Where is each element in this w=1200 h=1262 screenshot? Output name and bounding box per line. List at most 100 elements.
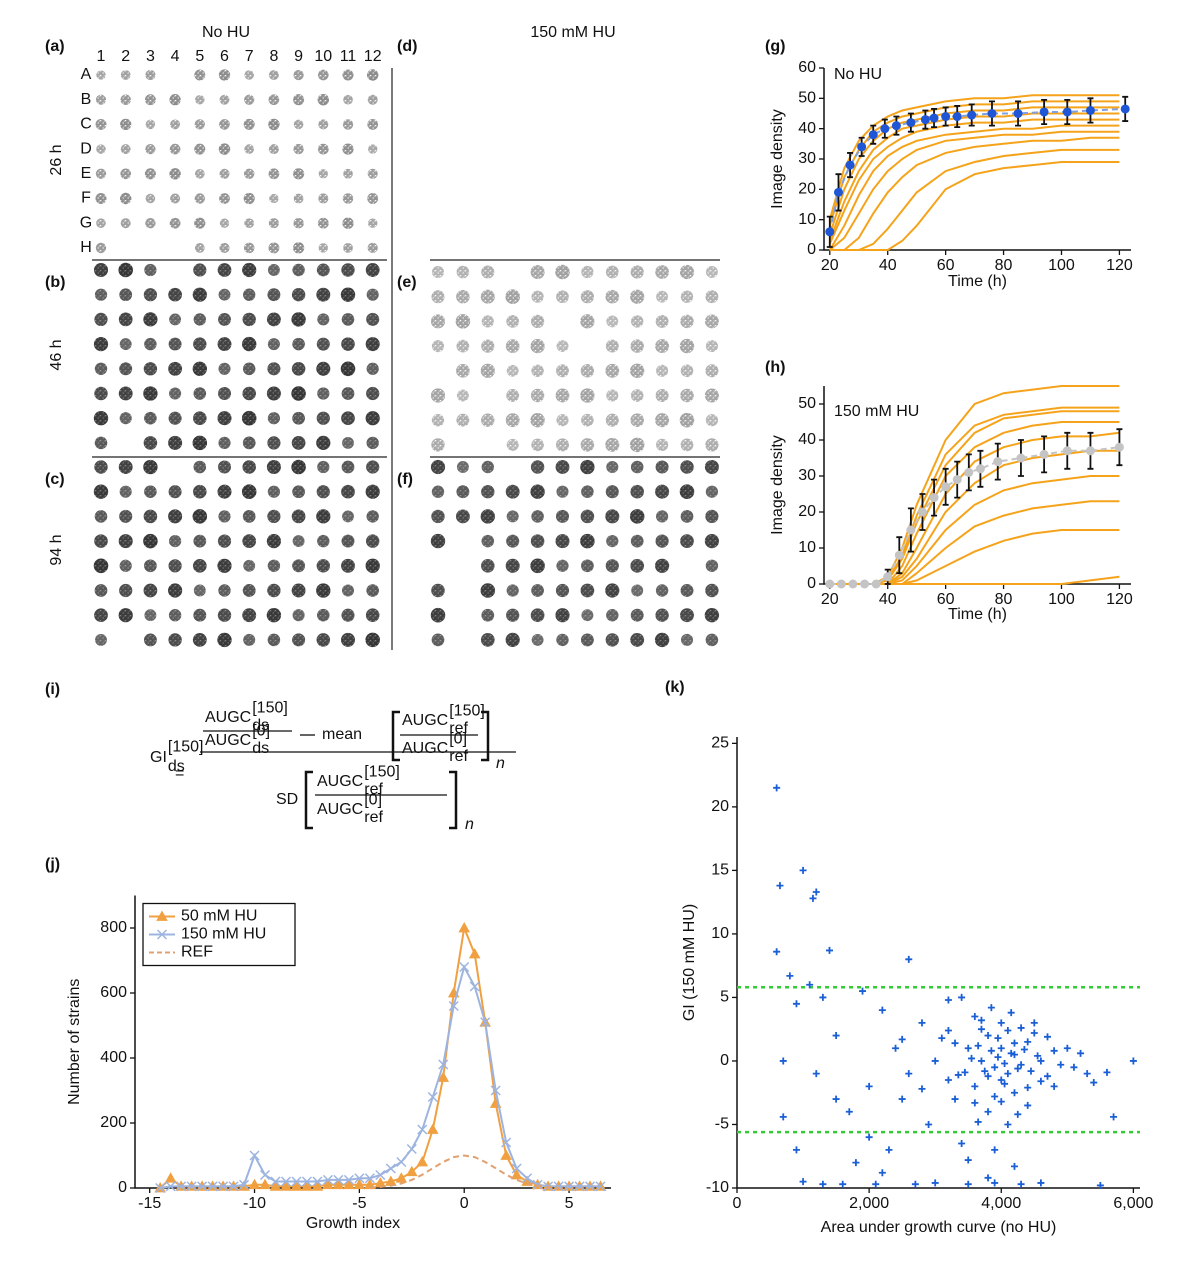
colony-texture [605, 413, 619, 427]
data-point [186, 1181, 197, 1192]
colony-texture [430, 533, 446, 549]
colony-texture [292, 337, 305, 351]
time-label: 46 h [48, 339, 65, 370]
x-tick-label: 0 [460, 1195, 469, 1212]
data-point [510, 1168, 523, 1180]
colony-texture [367, 168, 378, 179]
data-point [1083, 1070, 1091, 1078]
colony-texture [342, 510, 354, 523]
colony-texture [365, 608, 380, 622]
data-point [1016, 453, 1026, 463]
colony-texture [119, 362, 133, 376]
y-tick-label: 30 [798, 150, 816, 167]
colony-texture [680, 460, 694, 474]
colony-texture [291, 362, 306, 376]
colony-texture [194, 143, 206, 155]
data-point [839, 1180, 847, 1188]
colony-texture [680, 438, 694, 452]
condition-label: No HU [202, 24, 250, 41]
data-point [1030, 1019, 1038, 1027]
colony-texture [143, 362, 158, 376]
colony-texture [530, 484, 545, 499]
colony-texture [343, 168, 353, 179]
colony-texture [480, 633, 495, 647]
colony-texture [268, 94, 280, 106]
colony-texture [120, 144, 131, 155]
data-point [872, 1180, 880, 1188]
colony-texture [629, 437, 645, 453]
colony-texture [317, 313, 330, 326]
colony-texture [218, 436, 231, 450]
colony-texture [680, 584, 694, 597]
colony-texture [219, 168, 230, 179]
x-tick-label: 4,000 [981, 1195, 1021, 1212]
column-label: 12 [364, 48, 382, 65]
formula-subscript: n [496, 755, 505, 772]
column-label: 7 [245, 48, 254, 65]
data-point [269, 1180, 282, 1191]
data-point [779, 1057, 787, 1065]
data-point [898, 1035, 906, 1043]
colony-texture [267, 633, 281, 647]
data-point [469, 981, 480, 992]
colony-texture [655, 484, 670, 499]
data-point [880, 124, 890, 134]
x-axis-label: Time (h) [948, 273, 1007, 290]
data-point [1050, 1082, 1058, 1090]
colony-texture [530, 264, 545, 280]
colony-texture [93, 484, 109, 499]
colony-texture [606, 460, 619, 474]
data-point [270, 1176, 281, 1187]
data-point [984, 1072, 992, 1080]
colony-texture [366, 534, 380, 548]
colony-texture [318, 119, 329, 130]
y-tick-label: 200 [100, 1114, 127, 1131]
colony-texture [217, 460, 232, 474]
data-point [248, 1178, 261, 1190]
colony-texture [431, 438, 445, 452]
formula-superscript: [0] [449, 731, 467, 748]
colony-texture [292, 609, 305, 622]
data-point [438, 1059, 449, 1070]
colony-texture [481, 315, 494, 328]
data-point [417, 1124, 428, 1135]
x-tick-label: -10 [243, 1195, 266, 1212]
row-label: D [80, 140, 92, 157]
colony-texture [217, 558, 232, 573]
colony-texture [555, 509, 570, 523]
colony-texture [481, 608, 495, 622]
colony-texture [244, 70, 254, 80]
colony-texture [192, 435, 208, 451]
chart-annotation: 150 mM HU [834, 403, 919, 420]
colony-texture [531, 290, 544, 303]
colony-texture [606, 389, 619, 402]
colony-texture [480, 509, 495, 524]
colony-texture [430, 314, 446, 329]
series-line [829, 529, 1120, 585]
colony-texture [317, 143, 329, 155]
data-point [825, 227, 835, 237]
colony-texture [93, 262, 109, 278]
colony-texture [219, 94, 230, 105]
data-point [1039, 449, 1049, 459]
data-point [892, 1044, 900, 1052]
colony-texture [292, 559, 306, 573]
data-point [898, 1095, 906, 1103]
colony-texture [580, 533, 595, 549]
panel-label: (g) [765, 38, 785, 55]
formula-text: AUGC [402, 712, 448, 729]
column-label: 8 [269, 48, 278, 65]
x-tick-label: 20 [821, 257, 839, 274]
colony-texture [431, 485, 445, 498]
data-point [1085, 446, 1095, 456]
series-line [828, 118, 1120, 245]
colony-texture [219, 119, 230, 130]
x-tick-label: 120 [1106, 257, 1133, 274]
colony-texture [242, 312, 256, 327]
colony-texture [680, 608, 694, 623]
column-label: 10 [314, 48, 332, 65]
x-tick-label: 0 [733, 1195, 742, 1212]
colony-texture [630, 632, 645, 647]
colony-texture [217, 386, 232, 401]
data-point [1077, 1049, 1085, 1057]
